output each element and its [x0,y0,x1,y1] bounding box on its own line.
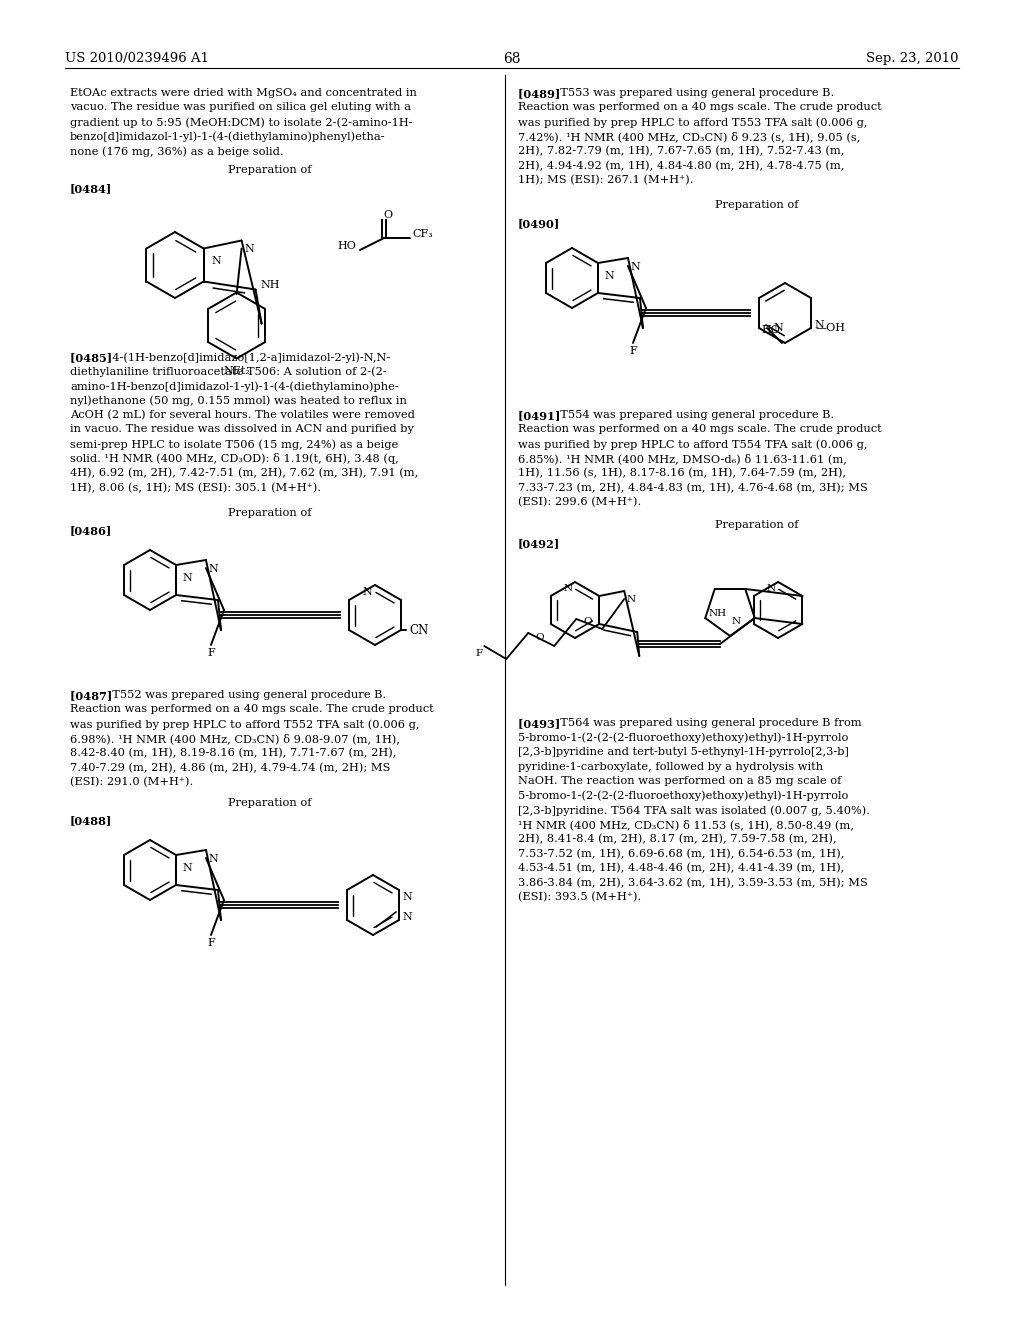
Text: 7.42%). ¹H NMR (400 MHz, CD₃CN) δ 9.23 (s, 1H), 9.05 (s,: 7.42%). ¹H NMR (400 MHz, CD₃CN) δ 9.23 (… [518,132,860,143]
Text: O: O [535,634,544,642]
Text: 1H), 11.56 (s, 1H), 8.17-8.16 (m, 1H), 7.64-7.59 (m, 2H),: 1H), 11.56 (s, 1H), 8.17-8.16 (m, 1H), 7… [518,469,846,478]
Text: 5-bromo-1-(2-(2-(2-fluoroethoxy)ethoxy)ethyl)-1H-pyrrolo: 5-bromo-1-(2-(2-(2-fluoroethoxy)ethoxy)e… [518,733,848,743]
Text: O: O [583,618,592,627]
Text: Preparation of: Preparation of [715,520,799,531]
Text: 7.40-7.29 (m, 2H), 4.86 (m, 2H), 4.79-4.74 (m, 2H); MS: 7.40-7.29 (m, 2H), 4.86 (m, 2H), 4.79-4.… [70,763,390,772]
Text: [2,3-b]pyridine. T564 TFA salt was isolated (0.007 g, 5.40%).: [2,3-b]pyridine. T564 TFA salt was isola… [518,805,870,816]
Text: N: N [564,583,573,593]
Text: 6.98%). ¹H NMR (400 MHz, CD₃CN) δ 9.08-9.07 (m, 1H),: 6.98%). ¹H NMR (400 MHz, CD₃CN) δ 9.08-9… [70,734,400,744]
Text: CF₃: CF₃ [412,228,433,239]
Text: Preparation of: Preparation of [715,201,799,210]
Text: NH: NH [709,609,726,618]
Text: 1H); MS (ESI): 267.1 (M+H⁺).: 1H); MS (ESI): 267.1 (M+H⁺). [518,176,693,185]
Text: benzo[d]imidazol-1-yl)-1-(4-(diethylamino)phenyl)etha-: benzo[d]imidazol-1-yl)-1-(4-(diethylamin… [70,132,386,143]
Text: N: N [362,587,372,597]
Text: vacuo. The residue was purified on silica gel eluting with a: vacuo. The residue was purified on silic… [70,103,411,112]
Text: amino-1H-benzo[d]imidazol-1-yl)-1-(4-(diethylamino)phe-: amino-1H-benzo[d]imidazol-1-yl)-1-(4-(di… [70,381,398,392]
Text: [0487]: [0487] [70,690,117,701]
Text: [0489]: [0489] [518,88,564,99]
Text: Preparation of: Preparation of [228,165,311,176]
Text: F: F [629,346,637,356]
Text: [0490]: [0490] [518,218,560,228]
Text: 4.53-4.51 (m, 1H), 4.48-4.46 (m, 2H), 4.41-4.39 (m, 1H),: 4.53-4.51 (m, 1H), 4.48-4.46 (m, 2H), 4.… [518,863,845,874]
Text: N: N [767,583,776,593]
Text: Reaction was performed on a 40 mgs scale. The crude product: Reaction was performed on a 40 mgs scale… [518,425,882,434]
Text: gradient up to 5:95 (MeOH:DCM) to isolate 2-(2-amino-1H-: gradient up to 5:95 (MeOH:DCM) to isolat… [70,117,413,128]
Text: [0484]: [0484] [70,183,113,194]
Text: N: N [182,573,191,583]
Text: 1H), 8.06 (s, 1H); MS (ESI): 305.1 (M+H⁺).: 1H), 8.06 (s, 1H); MS (ESI): 305.1 (M+H⁺… [70,483,322,492]
Text: AcOH (2 mL) for several hours. The volatiles were removed: AcOH (2 mL) for several hours. The volat… [70,411,415,420]
Text: in vacuo. The residue was dissolved in ACN and purified by: in vacuo. The residue was dissolved in A… [70,425,414,434]
Text: N: N [732,616,741,626]
Text: N: N [402,892,412,902]
Text: 7.53-7.52 (m, 1H), 6.69-6.68 (m, 1H), 6.54-6.53 (m, 1H),: 7.53-7.52 (m, 1H), 6.69-6.68 (m, 1H), 6.… [518,849,845,859]
Text: 6.85%). ¹H NMR (400 MHz, DMSO-d₆) δ 11.63-11.61 (m,: 6.85%). ¹H NMR (400 MHz, DMSO-d₆) δ 11.6… [518,454,847,465]
Text: T564 was prepared using general procedure B from: T564 was prepared using general procedur… [553,718,861,729]
Text: N: N [402,912,412,921]
Text: HO: HO [337,242,356,251]
Text: N: N [245,244,254,255]
Text: was purified by prep HPLC to afford T552 TFA salt (0.006 g,: was purified by prep HPLC to afford T552… [70,719,420,730]
Text: NaOH. The reaction was performed on a 85 mg scale of: NaOH. The reaction was performed on a 85… [518,776,842,785]
Text: F: F [475,649,482,657]
Text: ¹H NMR (400 MHz, CD₃CN) δ 11.53 (s, 1H), 8.50-8.49 (m,: ¹H NMR (400 MHz, CD₃CN) δ 11.53 (s, 1H),… [518,820,854,830]
Text: N: N [212,256,221,267]
Text: O: O [383,210,392,220]
Text: NH: NH [260,281,281,290]
Text: 3.86-3.84 (m, 2H), 3.64-3.62 (m, 1H), 3.59-3.53 (m, 5H); MS: 3.86-3.84 (m, 2H), 3.64-3.62 (m, 1H), 3.… [518,878,867,888]
Text: 7.33-7.23 (m, 2H), 4.84-4.83 (m, 1H), 4.76-4.68 (m, 3H); MS: 7.33-7.23 (m, 2H), 4.84-4.83 (m, 1H), 4.… [518,483,867,492]
Text: F: F [207,648,215,657]
Text: Preparation of: Preparation of [228,799,311,808]
Text: semi-prep HPLC to isolate T506 (15 mg, 24%) as a beige: semi-prep HPLC to isolate T506 (15 mg, 2… [70,440,398,450]
Text: [0491]: [0491] [518,411,564,421]
Text: N: N [604,271,613,281]
Text: 68: 68 [503,51,521,66]
Text: N: N [182,863,191,873]
Text: [0485]: [0485] [70,352,116,363]
Text: T552 was prepared using general procedure B.: T552 was prepared using general procedur… [105,690,386,700]
Text: [0492]: [0492] [518,539,560,549]
Text: diethylaniline trifluoroacetate T506: A solution of 2-(2-: diethylaniline trifluoroacetate T506: A … [70,367,387,378]
Text: Reaction was performed on a 40 mgs scale. The crude product: Reaction was performed on a 40 mgs scale… [70,705,434,714]
Text: none (176 mg, 36%) as a beige solid.: none (176 mg, 36%) as a beige solid. [70,147,284,157]
Text: NEt₂: NEt₂ [223,367,250,376]
Text: N: N [630,261,640,272]
Text: 2H), 4.94-4.92 (m, 1H), 4.84-4.80 (m, 2H), 4.78-4.75 (m,: 2H), 4.94-4.92 (m, 1H), 4.84-4.80 (m, 2H… [518,161,845,170]
Text: was purified by prep HPLC to afford T553 TFA salt (0.006 g,: was purified by prep HPLC to afford T553… [518,117,867,128]
Text: [2,3-b]pyridine and tert-butyl 5-ethynyl-1H-pyrrolo[2,3-b]: [2,3-b]pyridine and tert-butyl 5-ethynyl… [518,747,849,756]
Text: [0493]: [0493] [518,718,564,729]
Text: —OH: —OH [816,323,846,333]
Text: 8.42-8.40 (m, 1H), 8.19-8.16 (m, 1H), 7.71-7.67 (m, 2H),: 8.42-8.40 (m, 1H), 8.19-8.16 (m, 1H), 7.… [70,748,396,759]
Text: (ESI): 299.6 (M+H⁺).: (ESI): 299.6 (M+H⁺). [518,498,641,507]
Text: Preparation of: Preparation of [228,508,311,517]
Text: N: N [814,319,823,330]
Text: N: N [773,323,783,333]
Text: (ESI): 291.0 (M+H⁺).: (ESI): 291.0 (M+H⁺). [70,777,194,787]
Text: Sep. 23, 2010: Sep. 23, 2010 [866,51,959,65]
Text: N: N [208,564,218,574]
Text: N: N [627,595,635,605]
Text: was purified by prep HPLC to afford T554 TFA salt (0.006 g,: was purified by prep HPLC to afford T554… [518,440,867,450]
Text: (ESI): 393.5 (M+H⁺).: (ESI): 393.5 (M+H⁺). [518,892,641,903]
Text: HO: HO [761,325,780,335]
Text: CN: CN [409,623,428,636]
Text: N: N [208,854,218,865]
Text: 4-(1H-benzo[d]imidazo[1,2-a]imidazol-2-yl)-N,N-: 4-(1H-benzo[d]imidazo[1,2-a]imidazol-2-y… [105,352,390,363]
Text: T553 was prepared using general procedure B.: T553 was prepared using general procedur… [553,88,835,98]
Text: 2H), 7.82-7.79 (m, 1H), 7.67-7.65 (m, 1H), 7.52-7.43 (m,: 2H), 7.82-7.79 (m, 1H), 7.67-7.65 (m, 1H… [518,147,845,156]
Text: T554 was prepared using general procedure B.: T554 was prepared using general procedur… [553,411,835,420]
Text: 5-bromo-1-(2-(2-(2-fluoroethoxy)ethoxy)ethyl)-1H-pyrrolo: 5-bromo-1-(2-(2-(2-fluoroethoxy)ethoxy)e… [518,791,848,801]
Text: 4H), 6.92 (m, 2H), 7.42-7.51 (m, 2H), 7.62 (m, 3H), 7.91 (m,: 4H), 6.92 (m, 2H), 7.42-7.51 (m, 2H), 7.… [70,469,418,478]
Text: Reaction was performed on a 40 mgs scale. The crude product: Reaction was performed on a 40 mgs scale… [518,103,882,112]
Text: US 2010/0239496 A1: US 2010/0239496 A1 [65,51,209,65]
Text: solid. ¹H NMR (400 MHz, CD₃OD): δ 1.19(t, 6H), 3.48 (q,: solid. ¹H NMR (400 MHz, CD₃OD): δ 1.19(t… [70,454,398,465]
Text: pyridine-1-carboxylate, followed by a hydrolysis with: pyridine-1-carboxylate, followed by a hy… [518,762,823,771]
Text: F: F [207,939,215,948]
Text: nyl)ethanone (50 mg, 0.155 mmol) was heated to reflux in: nyl)ethanone (50 mg, 0.155 mmol) was hea… [70,396,407,407]
Text: 2H), 8.41-8.4 (m, 2H), 8.17 (m, 2H), 7.59-7.58 (m, 2H),: 2H), 8.41-8.4 (m, 2H), 8.17 (m, 2H), 7.5… [518,834,837,845]
Text: [0488]: [0488] [70,814,113,826]
Text: EtOAc extracts were dried with MgSO₄ and concentrated in: EtOAc extracts were dried with MgSO₄ and… [70,88,417,98]
Text: [0486]: [0486] [70,525,113,536]
